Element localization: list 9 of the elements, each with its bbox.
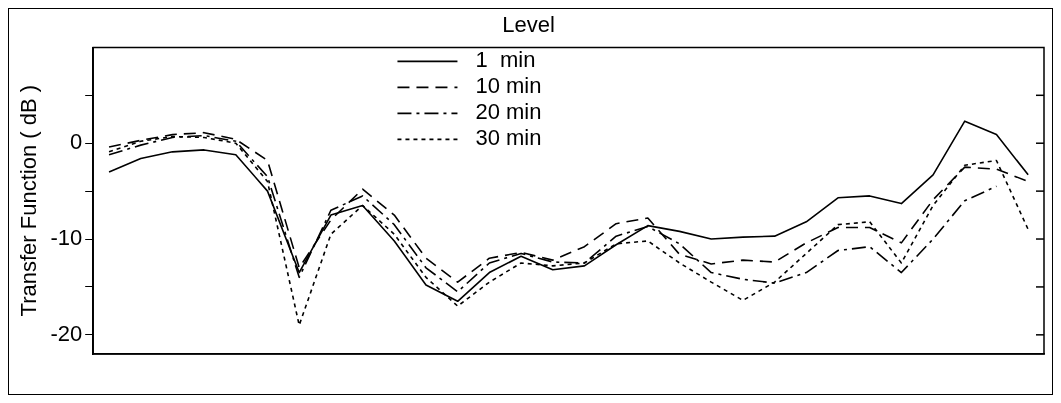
legend-label: 10 min xyxy=(475,73,542,99)
legend-label: 1 min xyxy=(475,47,536,73)
legend-label: 30 min xyxy=(475,125,542,151)
legend-label: 20 min xyxy=(475,99,542,125)
y-tick-label: -10 xyxy=(50,225,83,251)
y-tick-label: -20 xyxy=(50,320,83,346)
y-tick-label: 0 xyxy=(69,129,83,155)
chart-title: Level xyxy=(502,12,555,38)
y-axis-title: Transfer Function ( dB ) xyxy=(16,84,42,317)
